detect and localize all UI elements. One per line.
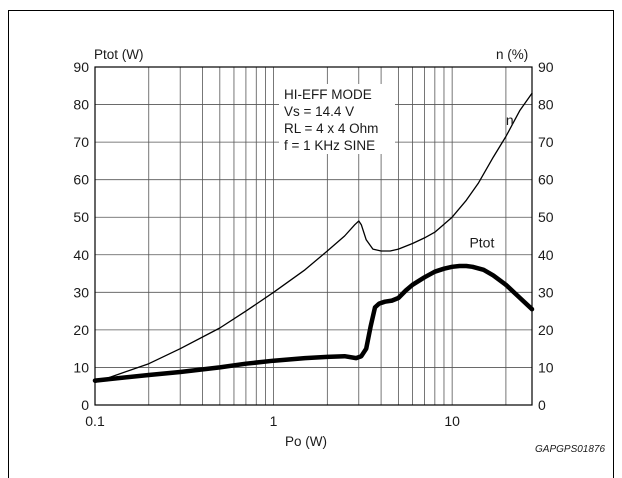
series-line-n [94, 92, 533, 384]
figure-code: GAPGPS01876 [535, 444, 605, 455]
y-tick-label-right: 70 [538, 134, 554, 150]
y-tick-label-left: 50 [73, 209, 89, 225]
annotation-background [279, 84, 395, 154]
y-tick-label-left: 80 [73, 97, 89, 113]
y-tick-label-right: 20 [538, 322, 554, 338]
y-tick-label-right: 90 [538, 59, 554, 75]
annotation-box: HI-EFF MODE Vs = 14.4 V RL = 4 x 4 Ohm f… [279, 84, 395, 154]
y-tick-label-right: 10 [538, 359, 554, 375]
y-tick-label-right: 80 [538, 97, 554, 113]
y-tick-label-left: 0 [81, 397, 89, 413]
y-tick-label-right: 0 [538, 397, 546, 413]
x-tick-label: 10 [444, 413, 460, 429]
series-line-ptot [92, 263, 535, 383]
series-label-ptot: Ptot [469, 234, 494, 250]
x-tick-label: 1 [270, 413, 278, 429]
y-axis-label-left: Ptot (W) [94, 47, 144, 62]
series-label-n: n [506, 112, 514, 128]
y-tick-label-left: 70 [73, 134, 89, 150]
y-tick-label-right: 30 [538, 284, 554, 300]
tick-labels: 0 0 10 10 20 20 30 30 40 40 50 50 60 60 70 70 80 80 90 90 0.… [73, 59, 553, 429]
annotation-line-rl: RL = 4 x 4 Ohm [284, 121, 378, 136]
y-tick-label-left: 10 [73, 359, 89, 375]
y-tick-label-right: 40 [538, 247, 554, 263]
y-tick-label-left: 30 [73, 284, 89, 300]
y-tick-label-left: 90 [73, 59, 89, 75]
y-tick-label-left: 40 [73, 247, 89, 263]
y-tick-label-right: 60 [538, 172, 554, 188]
figure-frame-left [8, 10, 9, 478]
annotation-line-f: f = 1 KHz SINE [284, 138, 375, 153]
annotation-line-mode: HI-EFF MODE [284, 87, 372, 102]
x-tick-label: 0.1 [85, 413, 105, 429]
figure-frame-right [613, 10, 614, 478]
y-tick-label-left: 60 [73, 172, 89, 188]
plot-frame [94, 66, 533, 406]
y-axis-label-right: n (%) [496, 47, 528, 62]
series-group: n Ptot [92, 92, 535, 384]
y-tick-label-right: 50 [538, 209, 554, 225]
y-tick-label-left: 20 [73, 322, 89, 338]
figure-frame-top [8, 10, 614, 11]
annotation-line-vs: Vs = 14.4 V [284, 104, 354, 119]
x-axis-label: Po (W) [285, 434, 327, 449]
